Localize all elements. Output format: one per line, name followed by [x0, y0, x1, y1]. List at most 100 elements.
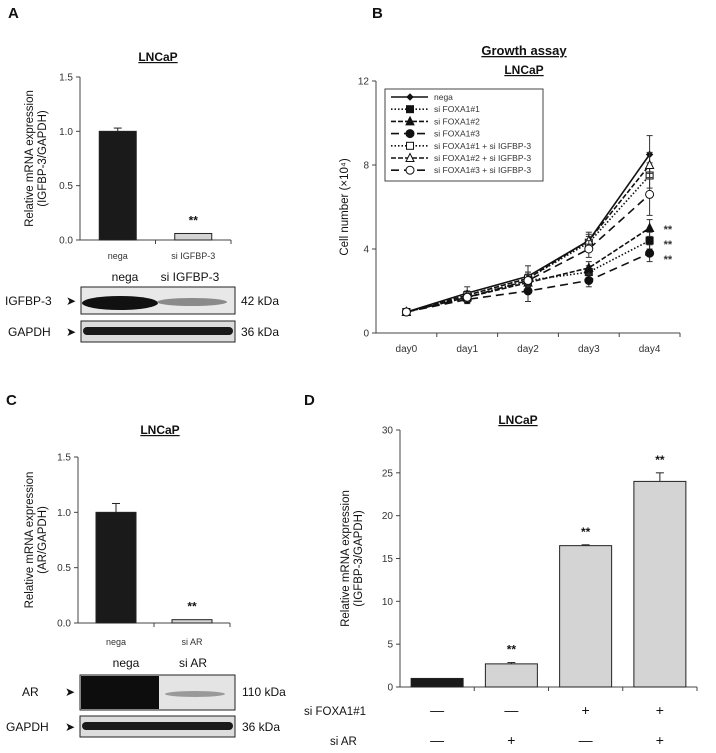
data-point — [462, 292, 472, 302]
y-axis-label: Relative mRNA expression(IGFBP-3/GAPDH) — [340, 490, 365, 627]
y-axis-label-line: (IGFBP-3/GAPDH) — [353, 510, 365, 607]
significance-label: ** — [664, 224, 673, 236]
blot-lane-label: nega — [113, 656, 140, 670]
blot-row-label: AR — [22, 685, 39, 699]
x-tick-label: si AR — [181, 637, 203, 647]
bar — [559, 545, 613, 688]
y-axis-label-line: (IGFBP-3/GAPDH) — [37, 110, 49, 207]
data-point — [644, 159, 655, 169]
data-point — [645, 189, 655, 199]
legend-label: si FOXA1#1 + si IGFBP-3 — [434, 141, 531, 151]
blot-band — [81, 676, 159, 709]
y-axis-label-line: Relative mRNA expression — [340, 490, 352, 627]
condition-sign: — — [430, 702, 444, 718]
data-point — [584, 276, 594, 285]
bar — [484, 663, 538, 688]
arrow-icon: ➤ — [65, 685, 75, 699]
bar — [410, 677, 464, 688]
y-tick-label: 0.5 — [59, 181, 73, 192]
condition-sign: + — [656, 702, 664, 718]
chart-d: 0 5 10 15 20 25 30 Relative mRNA expression(IGF… — [340, 426, 698, 694]
y-tick-label: 1.0 — [59, 127, 73, 138]
legend-marker — [406, 105, 414, 114]
blot-size-label: 42 kDa — [241, 294, 279, 308]
condition-sign: + — [507, 732, 515, 748]
y-axis-label: Cell number (×10⁴) — [339, 158, 351, 255]
legend: nega si FOXA1#1 si FOXA1#2 si FOXA1#3 si FOX… — [384, 88, 544, 182]
x-tick-label: day1 — [456, 344, 478, 355]
y-axis-label-line: (AR/GAPDH) — [37, 506, 49, 574]
condition-signs: — — + + — + — + — [430, 702, 664, 748]
data-point — [644, 222, 655, 232]
western-blot-c: nega si AR AR ➤ 110 kDa GAPDH ➤ 36 kDa — [6, 656, 286, 738]
x-tick-label: day4 — [639, 344, 661, 355]
panel-c-title: LNCaP — [140, 423, 179, 437]
blot-lane-label: si IGFBP-3 — [161, 270, 220, 284]
data-point — [583, 262, 594, 272]
blot-band — [83, 327, 233, 335]
data-point — [523, 276, 533, 285]
y-axis-label-line: Relative mRNA expression — [24, 90, 36, 227]
y-tick-label: 0.0 — [59, 236, 73, 247]
bar — [633, 480, 687, 688]
data-point — [523, 286, 533, 296]
arrow-icon: ➤ — [66, 294, 76, 308]
y-tick-label: 8 — [363, 161, 369, 172]
western-blot-a: nega si IGFBP-3 IGFBP-3 ➤ 42 kDa GAPDH ➤… — [5, 270, 279, 343]
blot-row-label: IGFBP-3 — [5, 294, 52, 308]
data-point — [401, 307, 411, 317]
y-tick-label: 0.0 — [57, 619, 71, 630]
chart-c: 0.0 0.5 1.0 1.5 Relative mRNA expression(AR/… — [24, 453, 231, 647]
condition-sign: — — [504, 702, 518, 718]
chart-b: 0 4 8 12 Cell number (×10⁴) day0 day1 day2 day3 d… — [339, 77, 681, 355]
legend-marker — [406, 93, 414, 101]
panel-label-b: B — [372, 5, 383, 22]
legend-label: si FOXA1#2 — [434, 116, 480, 126]
bar — [95, 511, 137, 624]
significance-label: ** — [664, 254, 673, 266]
panel-a-title: LNCaP — [138, 50, 177, 64]
y-tick-label: 0 — [363, 329, 369, 340]
condition-label: si AR — [330, 736, 357, 748]
x-tick-label: nega — [106, 637, 126, 647]
legend-marker — [405, 152, 415, 162]
y-tick-label: 10 — [382, 597, 394, 608]
legend-label: si FOXA1#1 — [434, 104, 480, 114]
blot-band — [82, 722, 233, 730]
legend-label: nega — [434, 92, 453, 102]
significance-label: ** — [655, 453, 665, 467]
data-point — [584, 244, 594, 254]
bar — [174, 232, 213, 241]
series-line — [406, 193, 651, 313]
legend-label: si FOXA1#3 — [434, 129, 480, 139]
x-tick-label: day3 — [578, 344, 600, 355]
blot-lane-label: nega — [112, 270, 139, 284]
bar — [98, 130, 137, 241]
data-point — [645, 236, 654, 245]
y-tick-label: 12 — [358, 77, 370, 88]
x-tick-label: si IGFBP-3 — [171, 251, 215, 261]
series-line — [406, 227, 651, 313]
blot-band — [165, 691, 225, 697]
legend-marker — [405, 165, 415, 175]
arrow-icon: ➤ — [66, 325, 76, 339]
condition-table-d: si FOXA1#1 si AR — — + + — + — + — [304, 702, 664, 748]
panel-b-super-title: Growth assay — [481, 43, 567, 58]
condition-sign: — — [579, 732, 593, 748]
y-axis-label-line: Relative mRNA expression — [24, 472, 36, 609]
data-point — [645, 248, 655, 258]
legend-label: si FOXA1#3 + si IGFBP-3 — [434, 165, 531, 175]
blot-size-label: 36 kDa — [241, 325, 279, 339]
y-tick-label: 30 — [382, 426, 394, 437]
y-tick-label: 1.0 — [57, 508, 71, 519]
panel-b-title: LNCaP — [504, 63, 543, 77]
condition-sign: + — [656, 732, 664, 748]
y-tick-label: 25 — [382, 468, 394, 479]
condition-sign: — — [430, 732, 444, 748]
blot-lane-label: si AR — [179, 656, 207, 670]
y-axis-label: Relative mRNA expression(IGFBP-3/GAPDH) — [24, 90, 49, 227]
condition-label: si FOXA1#1 — [304, 706, 366, 718]
